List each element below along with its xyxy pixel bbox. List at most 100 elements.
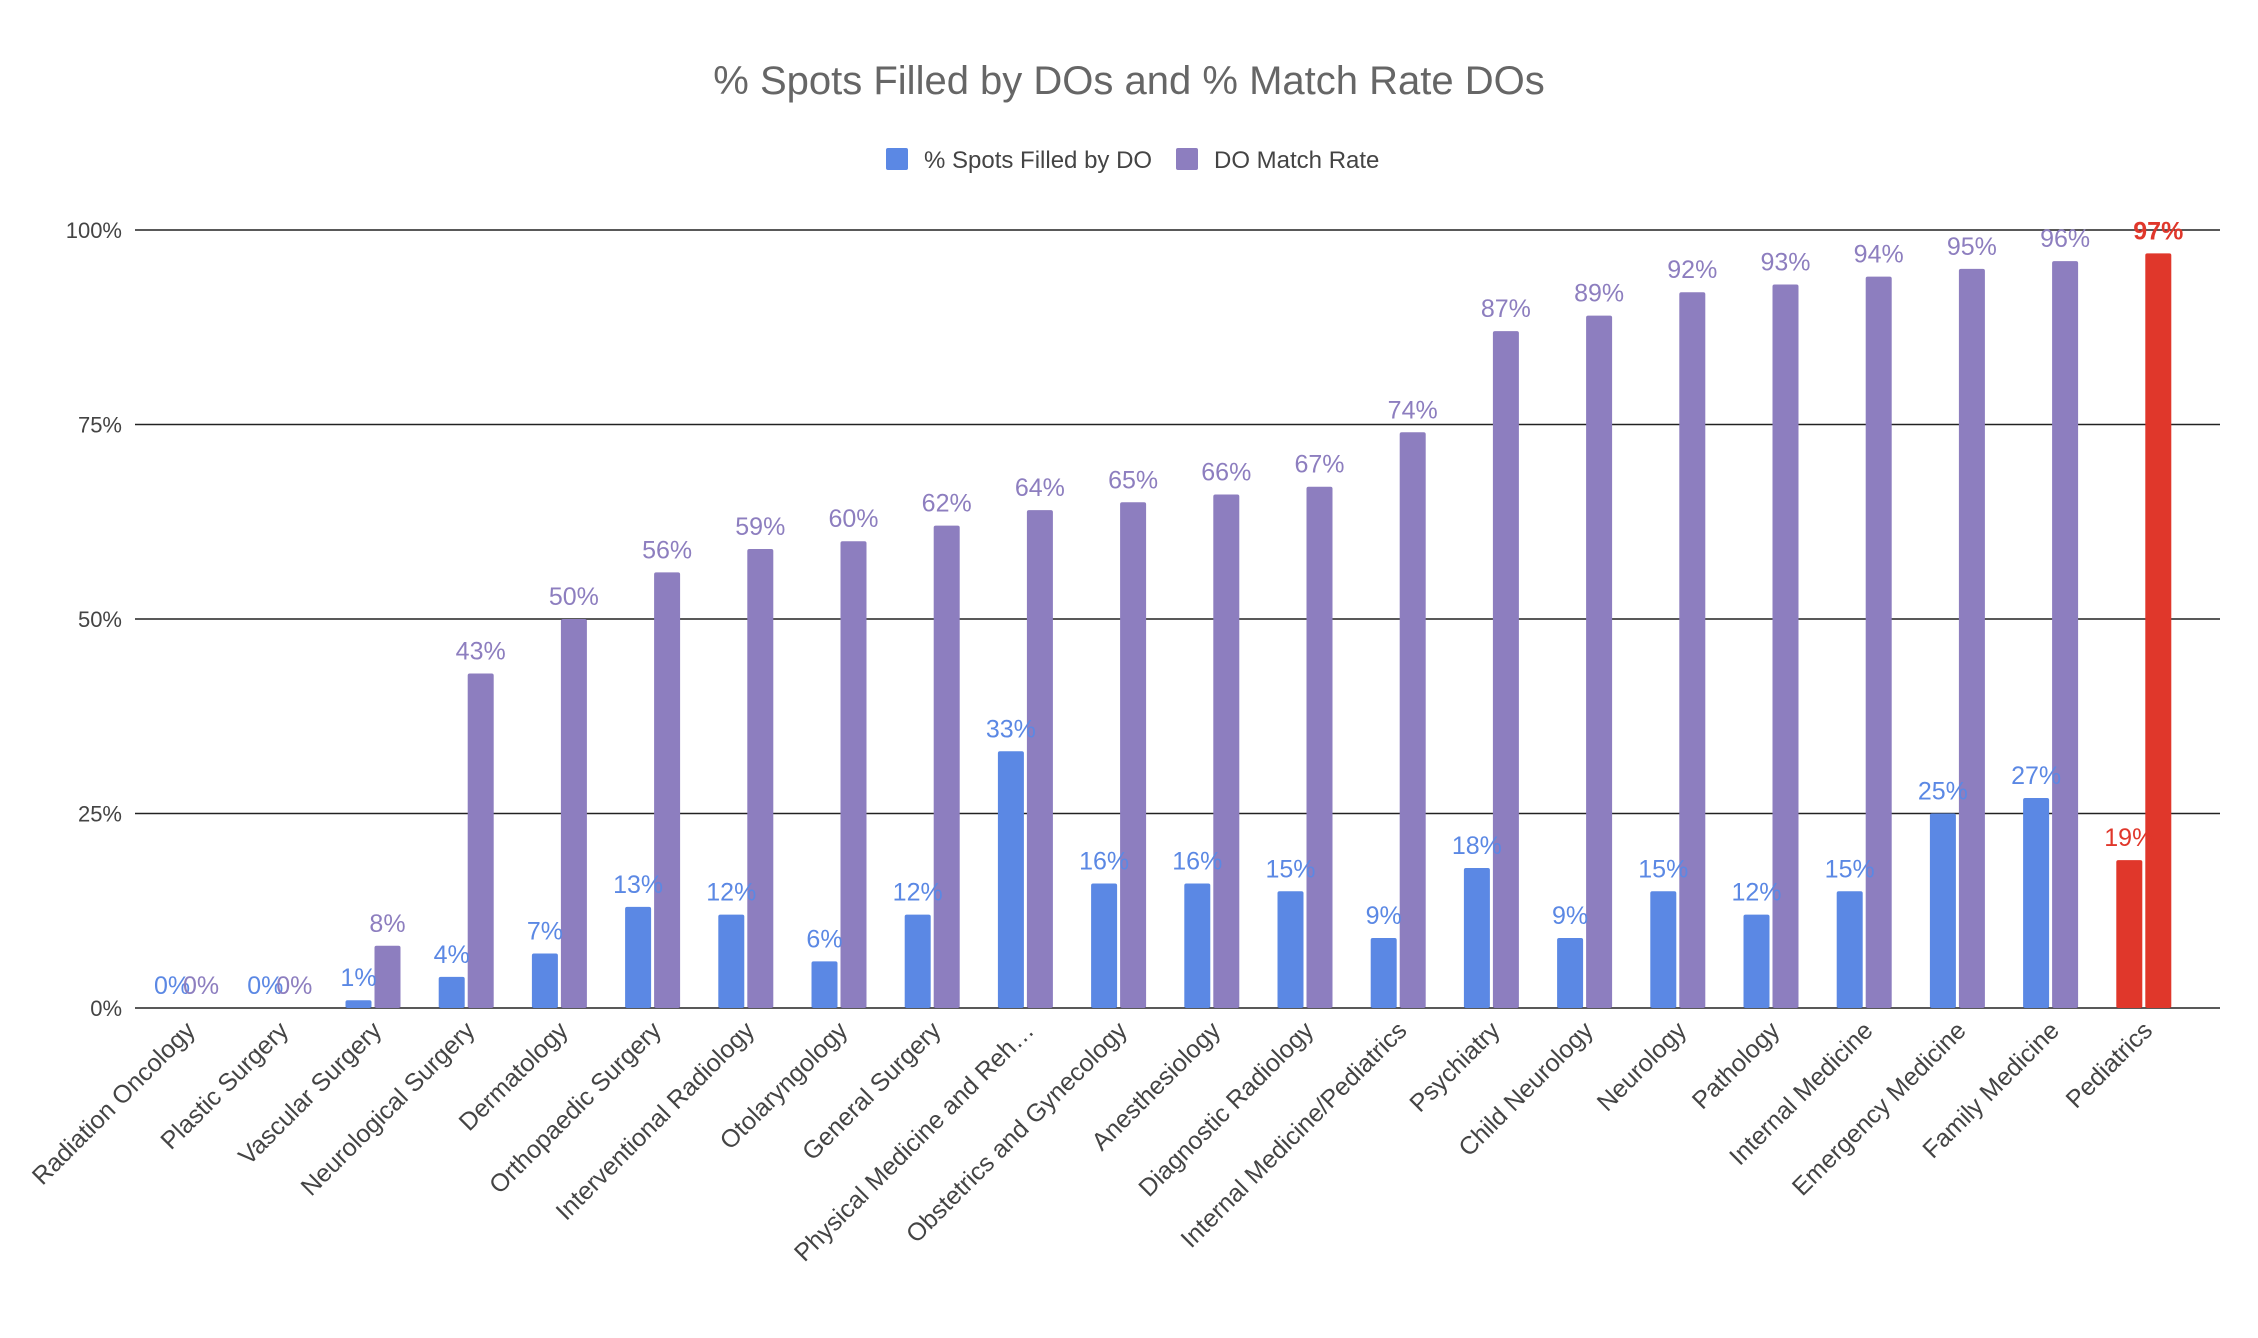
data-label-spots-filled-by-do-general-surgery: 12%: [893, 879, 943, 907]
data-label-do-match-rate-radiation-oncology: 0%: [183, 972, 219, 1000]
x-tick-label-emergency-medicine: Emergency Medicine: [1787, 1016, 1972, 1201]
bar-do-match-rate-internal-medicine: [1865, 276, 1892, 1008]
bar-spots-filled-by-do-general-surgery: [904, 914, 931, 1008]
data-label-spots-filled-by-do-otolaryngology: 6%: [806, 925, 842, 953]
data-label-do-match-rate-otolaryngology: 60%: [828, 505, 878, 533]
data-label-do-match-rate-obstetrics-and-gynecology: 65%: [1108, 466, 1158, 494]
bar-spots-filled-by-do-otolaryngology: [811, 961, 838, 1008]
data-label-spots-filled-by-do-psychiatry: 18%: [1452, 832, 1502, 860]
data-label-spots-filled-by-do-child-neurology: 9%: [1552, 902, 1588, 930]
bar-do-match-rate-orthopaedic-surgery: [654, 572, 681, 1008]
data-label-spots-filled-by-do-dermatology: 7%: [527, 918, 563, 946]
data-label-do-match-rate-neurology: 92%: [1667, 256, 1717, 284]
data-label-spots-filled-by-do-orthopaedic-surgery: 13%: [613, 871, 663, 899]
data-label-spots-filled-by-do-emergency-medicine: 25%: [1918, 778, 1968, 806]
bar-do-match-rate-otolaryngology: [840, 541, 867, 1008]
bar-do-match-rate-interventional-radiology: [747, 548, 774, 1008]
data-label-spots-filled-by-do-interventional-radiology: 12%: [706, 879, 756, 907]
data-label-spots-filled-by-do-internal-medicine: 15%: [1825, 855, 1875, 883]
data-label-do-match-rate-pathology: 93%: [1760, 248, 1810, 276]
data-label-spots-filled-by-do-internal-medicine-pediatrics: 9%: [1366, 902, 1402, 930]
data-label-spots-filled-by-do-family-medicine: 27%: [2011, 762, 2061, 790]
bar-spots-filled-by-do-family-medicine: [2023, 797, 2050, 1008]
data-label-do-match-rate-orthopaedic-surgery: 56%: [642, 536, 692, 564]
legend-swatch-spots-filled: [886, 148, 908, 170]
bar-do-match-rate-internal-medicine-pediatrics: [1399, 432, 1426, 1008]
data-label-do-match-rate-child-neurology: 89%: [1574, 280, 1624, 308]
bar-spots-filled-by-do-anesthesiology: [1184, 883, 1211, 1008]
bar-do-match-rate-neurology: [1679, 292, 1706, 1008]
bar-do-match-rate-general-surgery: [933, 525, 960, 1008]
data-label-do-match-rate-internal-medicine-pediatrics: 74%: [1388, 396, 1438, 424]
data-label-spots-filled-by-do-physical-medicine-and-reh: 33%: [986, 715, 1036, 743]
x-tick-label-pediatrics: Pediatrics: [2061, 1016, 2158, 1113]
bar-do-match-rate-family-medicine: [2052, 261, 2079, 1008]
legend-swatch-match-rate: [1176, 148, 1198, 170]
bar-do-match-rate-obstetrics-and-gynecology: [1120, 502, 1147, 1008]
data-label-spots-filled-by-do-diagnostic-radiology: 15%: [1265, 855, 1315, 883]
data-label-spots-filled-by-do-anesthesiology: 16%: [1172, 848, 1222, 876]
bar-do-match-rate-psychiatry: [1492, 331, 1519, 1008]
data-labels: 0%0% 0%0% 1%8%4%43%7%50%13%56%12%59%6%60%1…: [154, 217, 2183, 1000]
data-label-do-match-rate-psychiatry: 87%: [1481, 295, 1531, 323]
bar-spots-filled-by-do-physical-medicine-and-reh: [997, 751, 1024, 1008]
data-label-do-match-rate-internal-medicine: 94%: [1854, 241, 1904, 269]
data-label-do-match-rate-diagnostic-radiology: 67%: [1294, 451, 1344, 479]
data-label-do-match-rate-vascular-surgery: 8%: [369, 910, 405, 938]
gridlines: [135, 229, 2220, 1009]
data-label-spots-filled-by-do-neurology: 15%: [1638, 855, 1688, 883]
data-label-do-match-rate-family-medicine: 96%: [2040, 225, 2090, 253]
bar-spots-filled-by-do-emergency-medicine: [1929, 813, 1956, 1008]
bar-do-match-rate-pediatrics: [2145, 253, 2172, 1009]
bar-spots-filled-by-do-neurological-surgery: [438, 976, 465, 1008]
data-label-spots-filled-by-do-plastic-surgery: 0%: [247, 972, 283, 1000]
bar-do-match-rate-emergency-medicine: [1958, 268, 1985, 1008]
y-tick-label-0: 0%: [90, 996, 122, 1021]
bar-do-match-rate-child-neurology: [1586, 315, 1613, 1009]
data-label-do-match-rate-physical-medicine-and-reh: 64%: [1015, 474, 1065, 502]
bar-spots-filled-by-do-internal-medicine: [1836, 891, 1863, 1008]
legend-label-match-rate: DO Match Rate: [1214, 147, 1379, 174]
data-label-spots-filled-by-do-pathology: 12%: [1731, 879, 1781, 907]
bar-spots-filled-by-do-child-neurology: [1557, 937, 1584, 1008]
bar-do-match-rate-vascular-surgery: [374, 945, 401, 1008]
bar-do-match-rate-physical-medicine-and-reh: [1026, 510, 1053, 1008]
bar-spots-filled-by-do-pediatrics: [2116, 860, 2143, 1008]
x-tick-label-orthopaedic-surgery: Orthopaedic Surgery: [484, 1016, 667, 1199]
data-label-spots-filled-by-do-obstetrics-and-gynecology: 16%: [1079, 848, 1129, 876]
bar-do-match-rate-neurological-surgery: [467, 673, 494, 1008]
chart-title: % Spots Filled by DOs and % Match Rate D…: [713, 59, 1544, 103]
data-label-do-match-rate-plastic-surgery: 0%: [276, 972, 312, 1000]
x-tick-label-neurology: Neurology: [1592, 1016, 1693, 1117]
bar-spots-filled-by-do-psychiatry: [1463, 867, 1490, 1008]
data-label-do-match-rate-dermatology: 50%: [549, 583, 599, 611]
data-label-spots-filled-by-do-radiation-oncology: 0%: [154, 972, 190, 1000]
y-tick-label-75: 75%: [78, 413, 122, 438]
data-label-do-match-rate-neurological-surgery: 43%: [456, 637, 506, 665]
bar-spots-filled-by-do-vascular-surgery: [345, 1000, 372, 1008]
bar-spots-filled-by-do-orthopaedic-surgery: [625, 906, 652, 1008]
bar-spots-filled-by-do-neurology: [1650, 891, 1677, 1008]
bar-do-match-rate-anesthesiology: [1213, 494, 1240, 1008]
x-tick-label-neurological-surgery: Neurological Surgery: [296, 1016, 481, 1201]
x-tick-label-pathology: Pathology: [1687, 1016, 1786, 1115]
bar-do-match-rate-dermatology: [560, 619, 587, 1008]
data-label-spots-filled-by-do-neurological-surgery: 4%: [434, 941, 470, 969]
y-tick-label-50: 50%: [78, 607, 122, 632]
y-axis: 0% 25% 50% 75% 100%: [66, 218, 122, 1021]
data-label-do-match-rate-interventional-radiology: 59%: [735, 513, 785, 541]
data-label-do-match-rate-general-surgery: 62%: [922, 490, 972, 518]
bar-do-match-rate-pathology: [1772, 284, 1799, 1009]
x-tick-label-radiation-oncology: Radiation Oncology: [27, 1016, 201, 1190]
data-label-spots-filled-by-do-pediatrics: 19%: [2104, 824, 2154, 852]
x-tick-label-psychiatry: Psychiatry: [1404, 1016, 1506, 1118]
bar-spots-filled-by-do-dermatology: [531, 953, 558, 1008]
x-tick-label-diagnostic-radiology: Diagnostic Radiology: [1133, 1016, 1319, 1202]
bar-spots-filled-by-do-diagnostic-radiology: [1277, 891, 1304, 1008]
data-label-do-match-rate-anesthesiology: 66%: [1201, 459, 1251, 487]
bar-do-match-rate-diagnostic-radiology: [1306, 486, 1333, 1008]
legend: % Spots Filled by DO DO Match Rate: [886, 147, 1379, 174]
bar-spots-filled-by-do-internal-medicine-pediatrics: [1370, 937, 1397, 1008]
